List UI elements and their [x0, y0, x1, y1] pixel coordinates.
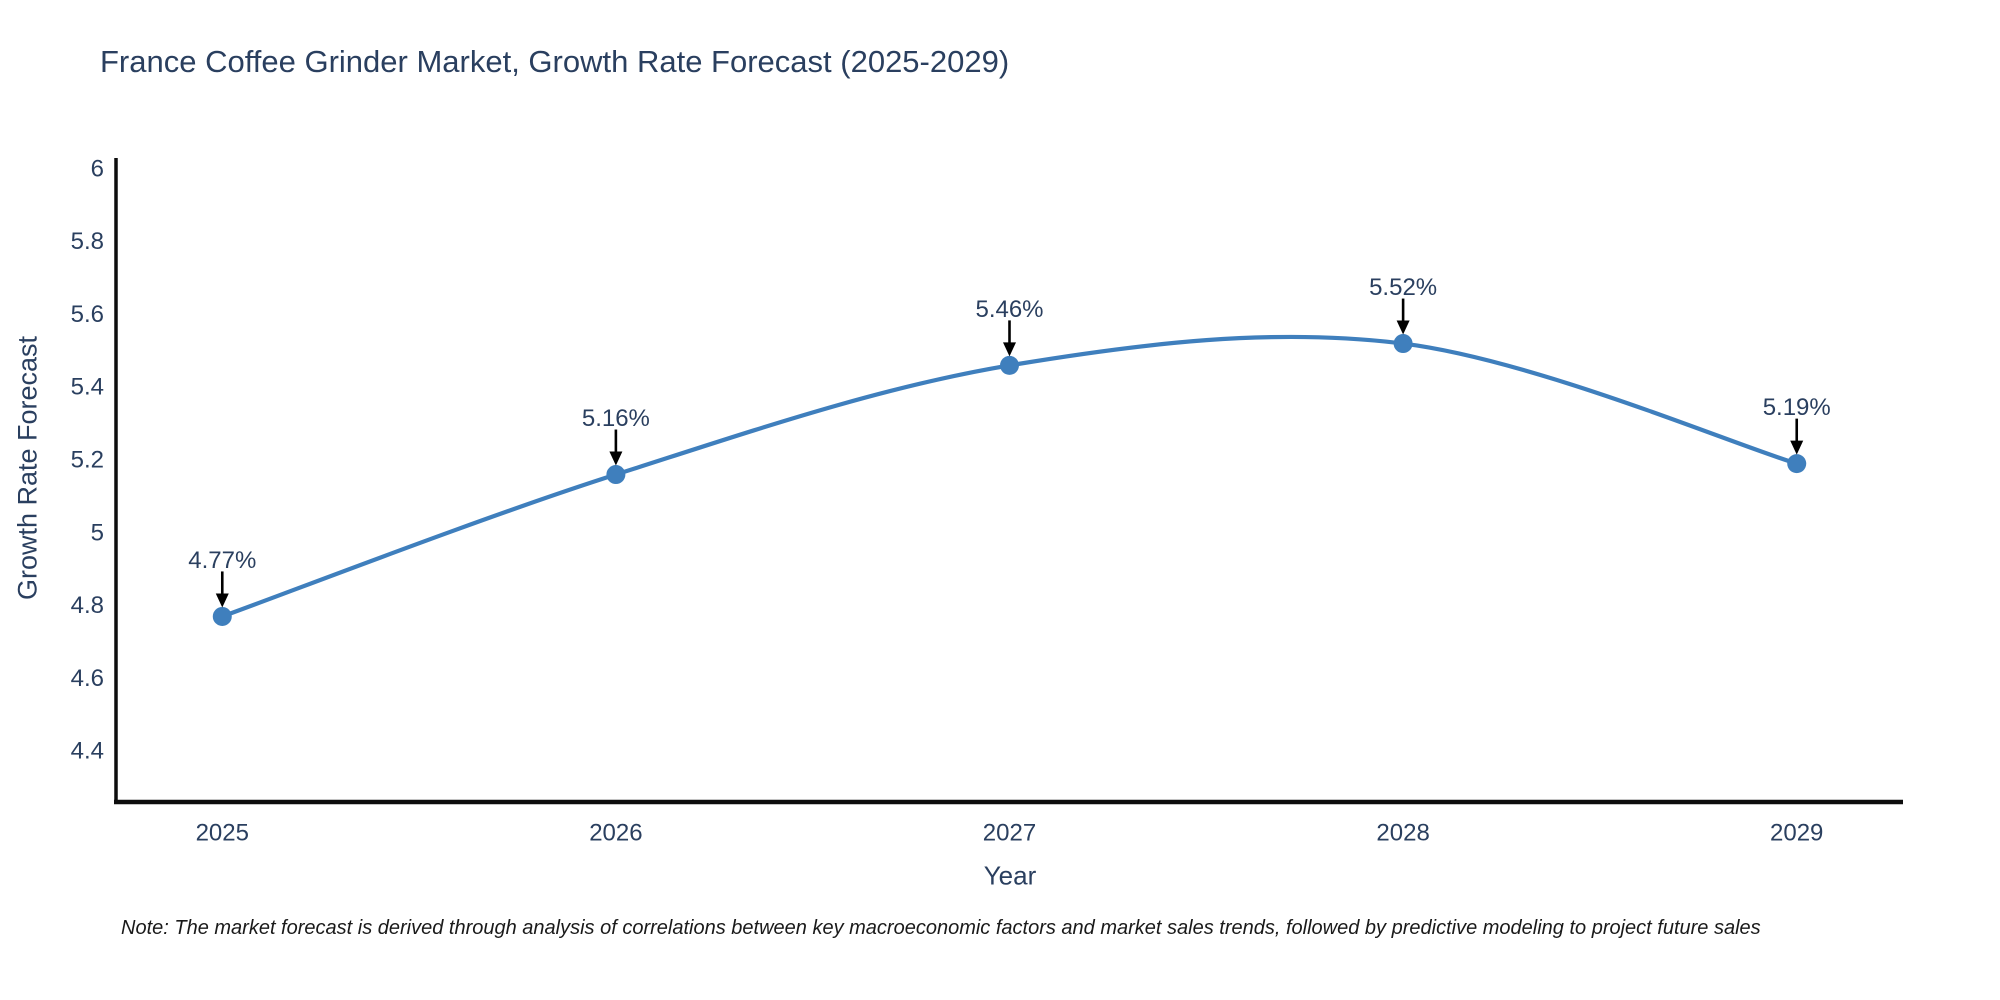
- y-tick-label: 5.4: [71, 374, 104, 401]
- annotation-arrowhead: [1790, 440, 1804, 455]
- y-axis-title: Growth Rate Forecast: [12, 335, 43, 601]
- y-tick-label: 6: [91, 155, 104, 182]
- data-point-marker: [212, 606, 232, 626]
- trend-line: [220, 334, 1799, 619]
- annotation-label: 5.19%: [1763, 394, 1831, 421]
- data-point-marker: [1000, 355, 1019, 375]
- data-point-marker: [1787, 454, 1807, 474]
- annotation-arrowhead: [609, 451, 623, 466]
- annotation-arrowhead: [215, 593, 229, 608]
- y-tick-label: 5.6: [71, 301, 104, 328]
- x-tick-label: 2029: [1770, 820, 1823, 847]
- annotation-label: 5.46%: [975, 296, 1043, 323]
- data-point-marker: [606, 465, 626, 485]
- data-point-marker: [1393, 334, 1413, 354]
- y-tick-label: 5.2: [71, 446, 104, 473]
- annotation-arrowhead: [1396, 320, 1410, 335]
- x-axis-title: Year: [983, 860, 1037, 891]
- x-tick-label: 2028: [1376, 820, 1429, 847]
- chart-title: France Coffee Grinder Market, Growth Rat…: [100, 44, 1010, 79]
- x-tick-label: 2027: [983, 820, 1036, 847]
- annotation-label: 5.16%: [582, 405, 650, 432]
- annotation-label: 5.52%: [1369, 274, 1437, 301]
- y-tick-label: 4.4: [71, 738, 104, 765]
- y-tick-label: 4.6: [71, 665, 104, 692]
- x-tick-label: 2026: [589, 820, 642, 847]
- footnote: Note: The market forecast is derived thr…: [121, 917, 1761, 939]
- x-tick-label: 2025: [196, 820, 249, 847]
- y-tick-label: 5: [91, 519, 104, 546]
- y-tick-label: 4.8: [71, 592, 104, 619]
- annotation-arrowhead: [1003, 342, 1016, 357]
- y-tick-label: 5.8: [71, 228, 104, 255]
- annotation-label: 4.77%: [188, 547, 256, 574]
